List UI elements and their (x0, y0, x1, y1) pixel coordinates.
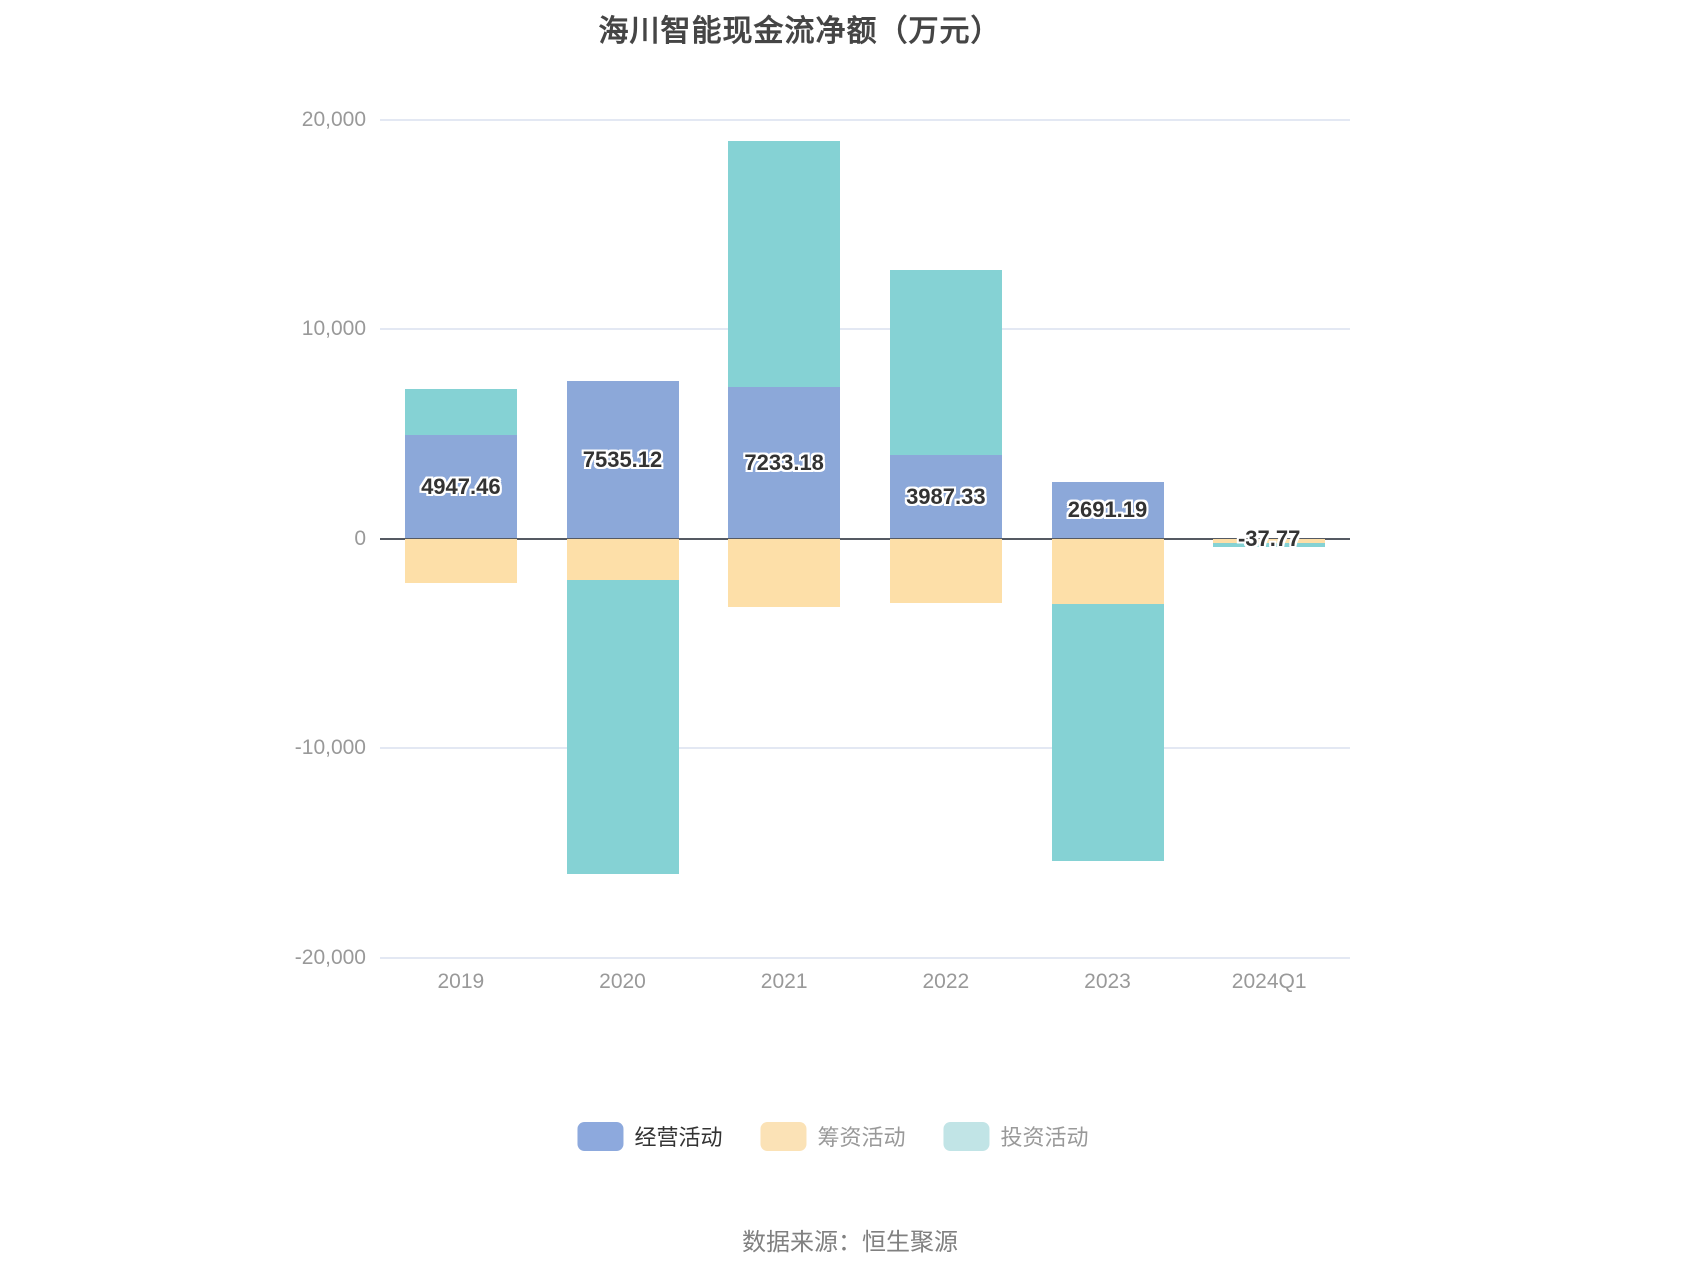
x-axis-label-2021: 2021 (760, 970, 808, 993)
legend-item-operating[interactable]: 经营活动 (577, 1120, 722, 1152)
gridline (380, 956, 1350, 959)
bar-value-label-2020: 7535.12 (582, 446, 663, 472)
bar-segment-operating-2019 (404, 434, 517, 539)
bar-segment-investing-2019 (404, 388, 517, 435)
x-axis-label-2023: 2023 (1084, 970, 1131, 993)
x-axis-label-2019: 2019 (437, 970, 485, 993)
bar-segment-investing-2023 (1051, 604, 1164, 861)
legend-label-financing: 筹资活动 (817, 1125, 906, 1150)
zero-axis-line (380, 537, 1350, 540)
bar-segment-financing-2019 (404, 538, 517, 584)
bar-value-label-2024Q1: -37.77 (1237, 525, 1301, 551)
legend-swatch-investing-icon (943, 1121, 990, 1151)
gridline (380, 747, 1350, 749)
bar-segment-investing-2020 (566, 580, 679, 875)
bar-segment-operating-2020 (566, 380, 679, 539)
x-axis-label-2024Q1: 2024Q1 (1231, 970, 1307, 993)
y-axis-tick-label: 20,000 (301, 107, 366, 131)
legend-swatch-operating-icon (577, 1121, 624, 1151)
y-axis-tick-label: 0 (354, 526, 366, 550)
y-axis-tick-label: -10,000 (294, 736, 366, 759)
legend-item-investing[interactable]: 投资活动 (943, 1120, 1089, 1152)
y-axis-tick-label: -20,000 (294, 945, 366, 969)
bar-segment-financing-2021 (728, 538, 841, 607)
bar-segment-operating-2022 (889, 454, 1002, 539)
chart-title: 海川智能现金流净额（万元） (598, 15, 1002, 48)
legend-label-investing: 投资活动 (1000, 1125, 1089, 1150)
gridline (380, 118, 1350, 121)
legend: 经营活动 筹资活动 投资活动 (577, 1120, 1089, 1152)
bar-segment-financing-2020 (566, 538, 679, 581)
bar-value-label-2022: 3987.33 (906, 483, 986, 509)
bar-segment-investing-2024Q1 (1213, 543, 1326, 548)
bar-segment-financing-2023 (1051, 538, 1164, 605)
bar-segment-operating-2023 (1051, 482, 1164, 539)
legend-label-operating: 经营活动 (634, 1125, 723, 1150)
legend-swatch-financing-icon (760, 1121, 807, 1151)
y-axis-tick-label: 10,000 (301, 317, 366, 340)
x-axis-label-2022: 2022 (922, 970, 970, 993)
bar-segment-investing-2021 (728, 141, 841, 387)
bar-segment-operating-2021 (728, 386, 841, 539)
gridline (380, 328, 1350, 330)
bar-value-label-2021: 7233.18 (744, 449, 824, 475)
bar-value-label-2023: 2691.19 (1067, 497, 1148, 523)
bar-segment-financing-2024Q1 (1213, 539, 1326, 544)
data-source: 数据来源：恒生聚源 (742, 1229, 958, 1256)
x-axis-label-2020: 2020 (599, 970, 646, 993)
legend-item-financing[interactable]: 筹资活动 (760, 1120, 906, 1152)
bar-segment-investing-2022 (889, 270, 1002, 455)
bar-segment-operating-2024Q1 (1213, 538, 1326, 540)
bar-segment-financing-2022 (889, 538, 1002, 604)
bar-value-label-2019: 4947.46 (421, 473, 501, 499)
